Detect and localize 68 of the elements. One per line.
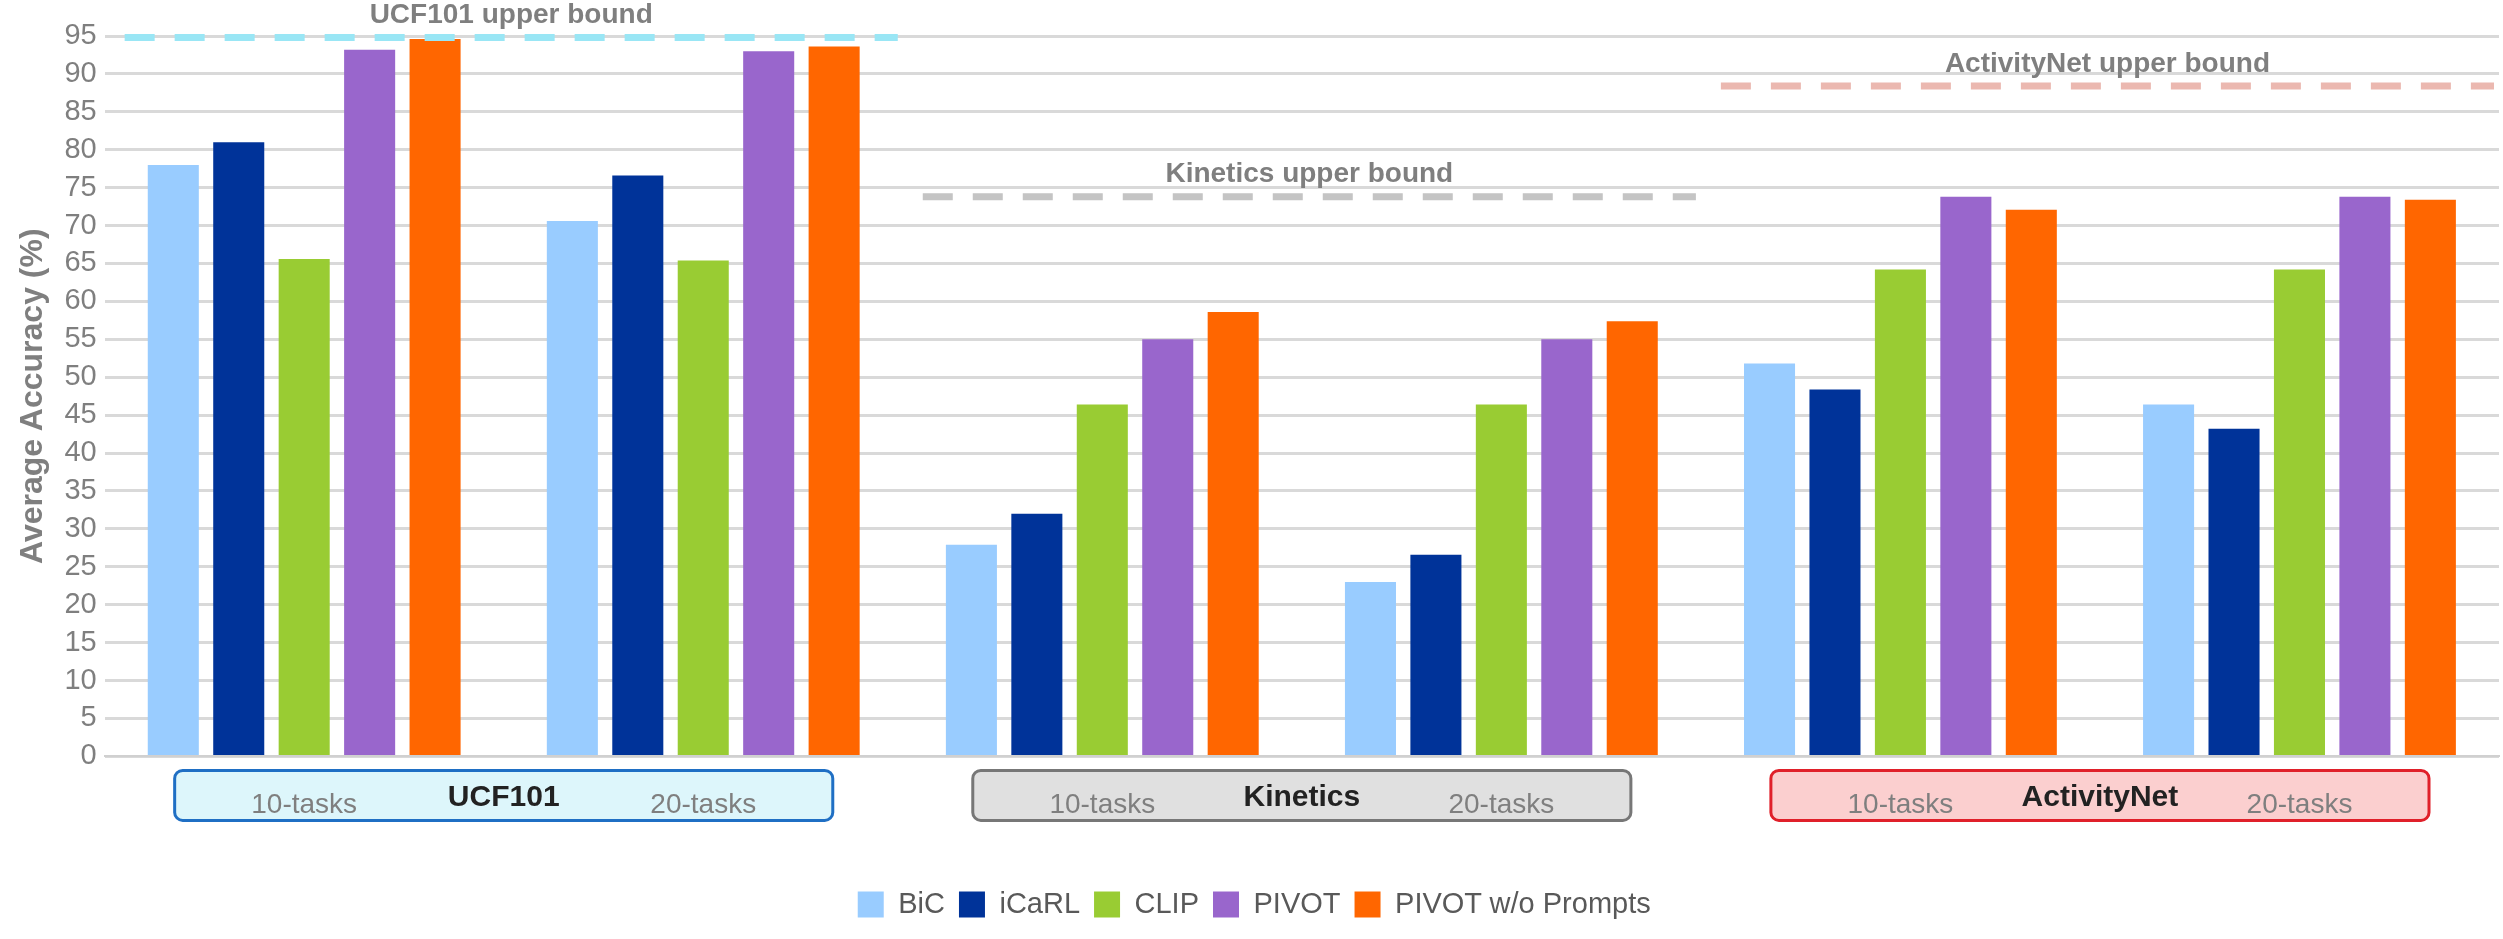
bar [2404, 199, 2456, 755]
bar [677, 260, 729, 755]
y-tick-label: 35 [64, 472, 97, 505]
y-tick-label: 30 [64, 510, 97, 543]
legend-label: CLIP [1134, 886, 1200, 919]
bar [1874, 269, 1926, 755]
y-tick-label: 0 [80, 738, 97, 771]
y-tick-label: 20 [64, 586, 97, 619]
bar [1011, 513, 1063, 755]
bar [147, 164, 199, 755]
x-tick-label: 10-tasks [1847, 787, 1954, 819]
bar [344, 49, 396, 755]
bar [1076, 404, 1128, 755]
bar [1809, 389, 1861, 755]
bar [2273, 269, 2325, 755]
text: ActivityNet [2021, 778, 2179, 812]
ref-line-label: UCF101 upper bound [369, 0, 653, 30]
y-tick-label: 90 [64, 55, 97, 88]
legend-label: BiC [898, 886, 945, 919]
x-tick-label: 20-tasks [1448, 787, 1555, 819]
y-tick-label: 40 [64, 435, 97, 468]
x-tick-label: 10-tasks [1049, 787, 1156, 819]
bar [1410, 554, 1462, 755]
y-tick-label: 65 [64, 245, 97, 278]
x-tick-label: 20-tasks [650, 787, 757, 819]
bar [612, 175, 664, 755]
bar [546, 221, 598, 755]
y-tick-label: 95 [64, 18, 97, 50]
bar [1940, 196, 1992, 755]
bar [213, 142, 265, 755]
x-tick-label: 20-tasks [2246, 787, 2353, 819]
bar [1207, 312, 1259, 755]
bar [1142, 339, 1194, 755]
bar [2005, 209, 2057, 755]
text: UCF101 [447, 778, 560, 812]
ref-line-label: Kinetics upper bound [1165, 157, 1454, 189]
bar [409, 39, 461, 755]
bar [2143, 404, 2195, 755]
legend-label: iCaRL [999, 886, 1081, 919]
y-tick-label: 60 [64, 283, 97, 316]
legend-label: PIVOT w/o Prompts [1395, 886, 1651, 919]
bar [1541, 339, 1593, 755]
ref-line-label: ActivityNet upper bound [1944, 46, 2271, 78]
y-tick-label: 5 [80, 700, 97, 733]
y-tick-label: 25 [64, 548, 97, 581]
legend-label: PIVOT [1253, 886, 1341, 919]
text: Kinetics [1243, 778, 1361, 812]
y-tick-label: 55 [64, 321, 97, 354]
y-tick-label: 15 [64, 624, 97, 657]
bar [278, 258, 330, 755]
y-tick-label: 45 [64, 397, 97, 430]
y-tick-label: 70 [64, 207, 97, 240]
bar [2208, 428, 2260, 755]
bar [1344, 581, 1396, 755]
y-axis-title: Average Accuracy (%) [13, 228, 50, 564]
y-tick-label: 80 [64, 131, 97, 164]
bar [1475, 404, 1527, 755]
bar [743, 51, 795, 755]
y-tick-label: 50 [64, 359, 97, 392]
y-tick-label: 10 [64, 662, 97, 695]
bar [808, 46, 860, 755]
x-tick-label: 10-tasks [251, 787, 358, 819]
bar [945, 544, 997, 755]
bar [1744, 363, 1796, 755]
y-tick-label: 75 [64, 169, 97, 202]
bar [2339, 196, 2391, 755]
bar [1606, 321, 1658, 755]
y-tick-label: 85 [64, 93, 97, 126]
